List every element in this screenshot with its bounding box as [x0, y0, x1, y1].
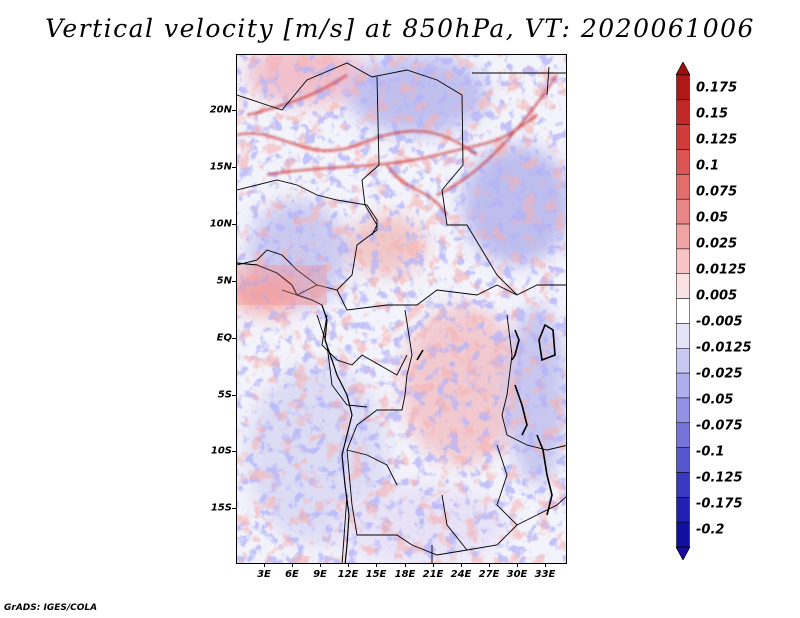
lon-label: 12E: [337, 569, 359, 580]
lon-tick: [433, 563, 434, 567]
plot-title: Vertical velocity [m/s] at 850hPa, VT: 2…: [45, 14, 755, 43]
colorbar-label: -0.175: [696, 496, 743, 512]
colorbar-label: 0.175: [696, 80, 738, 96]
colorbar-segment: [676, 397, 690, 424]
lat-tick: [232, 451, 236, 452]
lon-tick: [461, 563, 462, 567]
colorbar-segment: [676, 74, 690, 101]
lon-tick: [264, 563, 265, 567]
colorbar-label: 0.025: [696, 236, 738, 252]
country-borders: [237, 62, 566, 563]
lon-label: 15E: [365, 569, 387, 580]
colorbar-label: 0.005: [696, 288, 738, 304]
colorbar-label: 0.05: [696, 210, 729, 226]
lon-label: 6E: [285, 569, 299, 580]
gulf-of-guinea-updraft: [237, 265, 327, 305]
strong-updraft-bands: [237, 74, 558, 216]
lat-tick: [232, 338, 236, 339]
grads-credit: GrADS: IGES/COLA: [4, 603, 98, 613]
lon-tick: [376, 563, 377, 567]
colorbar-label: 0.1: [696, 158, 720, 174]
lon-label: 33E: [534, 569, 556, 580]
lon-tick: [348, 563, 349, 567]
colorbar-segment: [676, 99, 690, 125]
lat-tick: [232, 395, 236, 396]
lat-label: 5N: [216, 275, 232, 287]
colorbar-label: 0.075: [696, 184, 738, 200]
colorbar-label: -0.075: [696, 418, 743, 434]
lat-label: 10N: [209, 218, 232, 230]
lon-label: 24E: [450, 569, 472, 580]
lon-tick: [545, 563, 546, 567]
lat-tick: [232, 224, 236, 225]
map-canvas: [237, 55, 566, 563]
lon-tick: [292, 563, 293, 567]
lon-label: 3E: [257, 569, 271, 580]
updraft-texture: [237, 55, 566, 563]
lon-tick: [489, 563, 490, 567]
lat-label: 10S: [210, 445, 232, 457]
colorbar-segment: [676, 348, 690, 374]
lon-label: 18E: [394, 569, 416, 580]
colorbar-label: 0.125: [696, 132, 738, 148]
colorbar-segment: [676, 323, 690, 349]
lat-label: EQ: [216, 332, 232, 344]
lakes: [416, 323, 556, 516]
colorbar-label: 0.15: [696, 106, 729, 122]
lon-label: 27E: [478, 569, 500, 580]
colorbar-segment: [676, 149, 690, 175]
lat-tick: [232, 281, 236, 282]
colorbar-bottom-arrow: [676, 546, 690, 560]
colorbar-segment: [676, 472, 690, 498]
colorbar-segment: [676, 273, 690, 299]
colorbar-segment: [676, 174, 690, 200]
lon-tick: [517, 563, 518, 567]
colorbar-segment: [676, 521, 690, 548]
colorbar: [676, 62, 690, 560]
colorbar-segment: [676, 124, 690, 150]
lat-tick: [232, 110, 236, 111]
lon-label: 21E: [422, 569, 444, 580]
lon-tick: [320, 563, 321, 567]
colorbar-label: -0.125: [696, 470, 743, 486]
colorbar-segment: [676, 248, 690, 274]
colorbar-segment: [676, 372, 690, 399]
lat-tick: [232, 508, 236, 509]
colorbar-segment: [676, 298, 690, 324]
colorbar-segment: [676, 223, 690, 250]
lon-label: 9E: [313, 569, 327, 580]
colorbar-label: -0.05: [696, 392, 734, 408]
colorbar-label: -0.005: [696, 314, 743, 330]
colorbar-label: -0.2: [696, 522, 725, 538]
lon-tick: [405, 563, 406, 567]
lat-label: 5S: [217, 389, 232, 401]
colorbar-label: 0.0125: [696, 262, 747, 278]
lat-label: 20N: [209, 104, 232, 116]
colorbar-label: -0.1: [696, 444, 725, 460]
lon-label: 30E: [506, 569, 528, 580]
velocity-map: [236, 54, 567, 564]
lat-label: 15N: [209, 161, 232, 173]
colorbar-segment: [676, 497, 690, 523]
colorbar-segment: [676, 447, 690, 473]
coastline: [237, 262, 353, 563]
colorbar-label: -0.0125: [696, 340, 752, 356]
lat-label: 15S: [210, 502, 232, 514]
colorbar-label: -0.025: [696, 366, 743, 382]
lat-tick: [232, 167, 236, 168]
colorbar-segment: [676, 422, 690, 448]
colorbar-segment: [676, 198, 690, 225]
colorbar-top-arrow: [676, 62, 690, 76]
